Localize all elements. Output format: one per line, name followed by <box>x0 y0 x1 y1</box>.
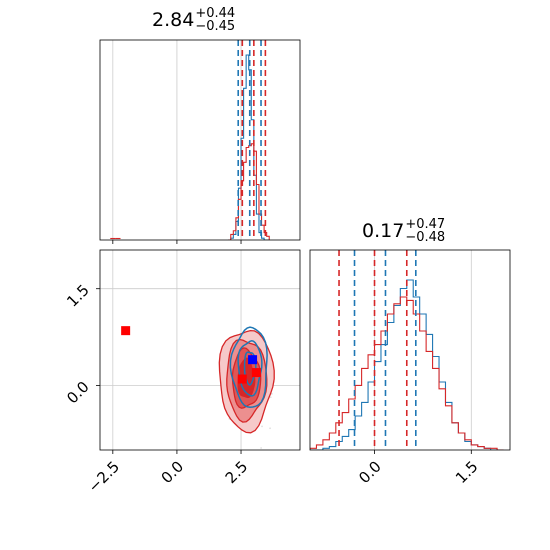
marker-red-0 <box>121 326 131 336</box>
joint-density-panel <box>96 249 301 454</box>
sample-point <box>269 396 272 399</box>
x-marginal-histogram <box>99 39 301 244</box>
x-title-upper: +0.44 <box>195 6 236 21</box>
joint-y-tick-label-0: 0.0 <box>63 378 93 408</box>
y-hist-tick-label-0: 0.0 <box>355 458 385 488</box>
x-hist-series-b <box>228 143 270 240</box>
x-hist-frame <box>99 39 301 241</box>
joint-y-tick-label-1: 1.5 <box>63 281 93 311</box>
blue-contour-1 <box>237 340 263 397</box>
y-title-upper: +0.47 <box>405 217 446 232</box>
y-title-value: 0.17 <box>362 220 405 242</box>
marker-red-2 <box>251 368 261 378</box>
x-title-lower: −0.45 <box>195 19 236 34</box>
joint-x-tick-label-1: 0.0 <box>158 458 188 488</box>
y-title-lower: −0.48 <box>405 230 446 245</box>
sample-point <box>269 427 271 430</box>
joint-frame <box>99 249 301 451</box>
joint-x-tick-label-0: −2.5 <box>85 458 123 496</box>
y-hist-series-b <box>310 296 504 450</box>
y-hist-tick-label-1: 1.5 <box>452 458 482 488</box>
y-hist-frame <box>309 249 511 451</box>
sample-point <box>260 447 263 449</box>
x-title-value: 2.84 <box>152 9 195 31</box>
sample-point <box>261 425 263 428</box>
y-marginal-title: 0.17 +0.47 −0.48 <box>362 218 445 244</box>
y-marginal-histogram <box>309 249 511 454</box>
marker-blue-3 <box>248 355 258 365</box>
blue-contour-0 <box>229 326 268 408</box>
x-marginal-title: 2.84 +0.44 −0.45 <box>152 7 235 33</box>
blue-contour-2 <box>243 351 257 386</box>
joint-x-tick-label-2: 2.5 <box>222 458 252 488</box>
sample-point <box>270 392 273 395</box>
marker-red-1 <box>237 374 247 384</box>
